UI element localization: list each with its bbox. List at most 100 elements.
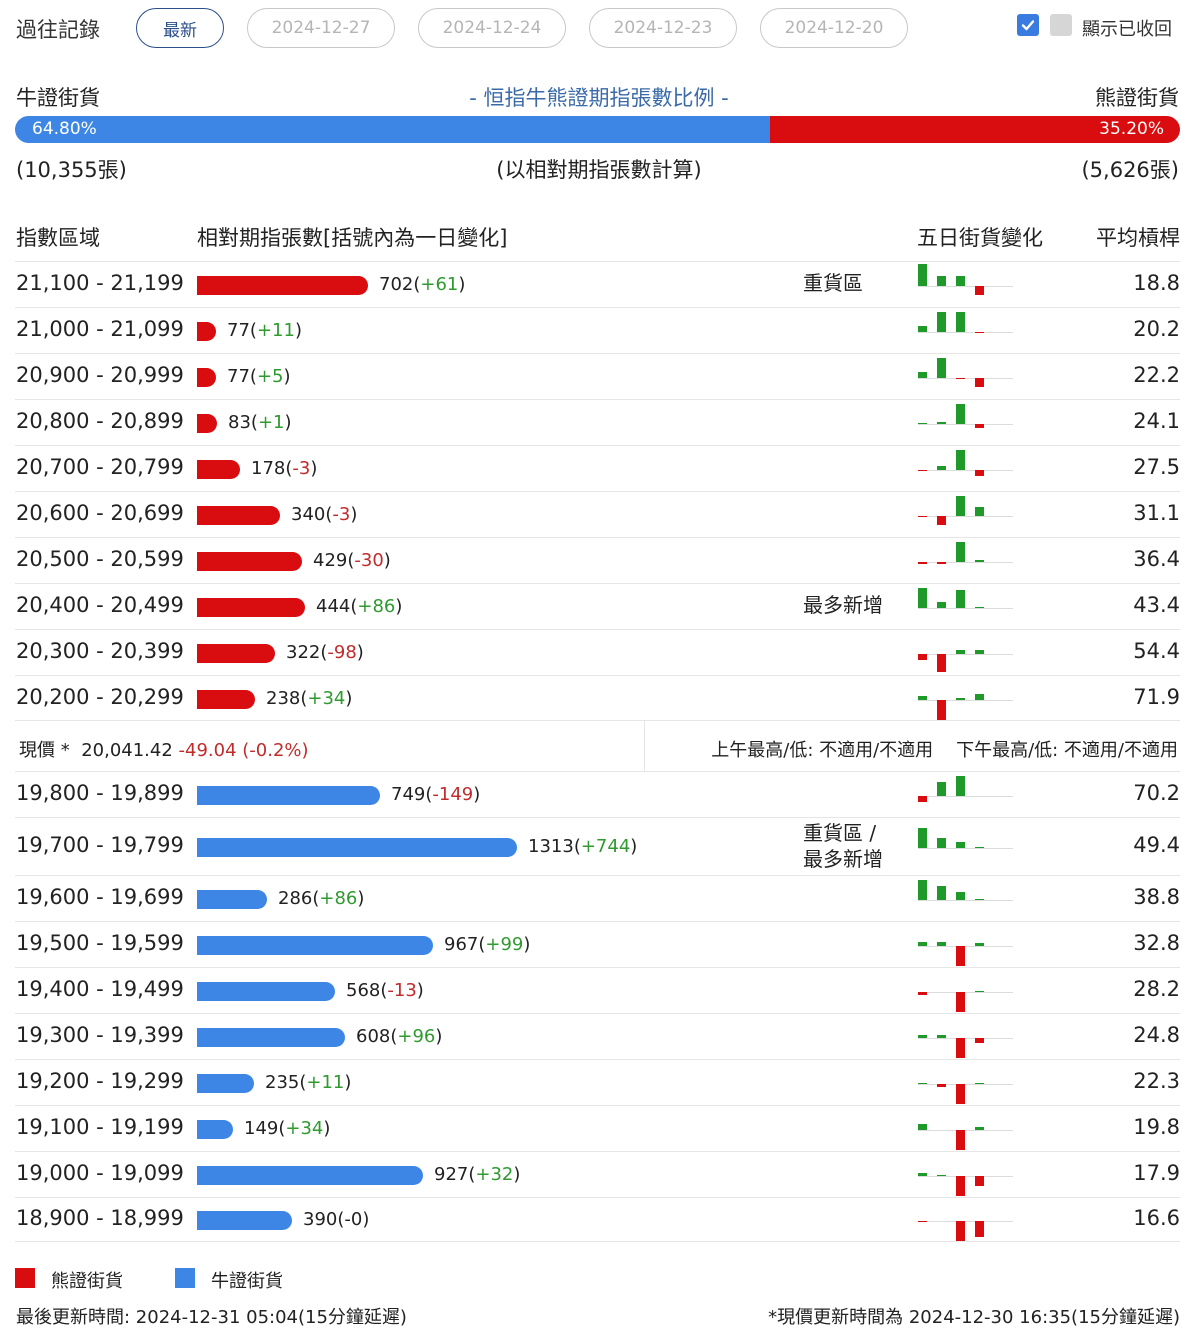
five-day-bar [918,588,927,608]
am-high-low: 上午最高/低: 不適用/不適用 [711,740,934,761]
bull-contracts-bar [197,1028,345,1047]
col-five-day: 五日街貨變化 [917,226,1043,250]
five-day-chart [918,876,1013,922]
table-end-line [15,1241,1180,1242]
five-day-bar [975,507,984,516]
current-price: 現價 * 20,041.42 -49.04 (-0.2%) [19,736,309,762]
five-day-bar [975,1221,984,1237]
contracts-change: -13 [387,980,417,1001]
contracts-change: +86 [319,888,358,909]
five-day-bar [975,1038,984,1043]
contracts-count: 1313 [528,836,574,857]
five-day-bar [956,542,965,562]
table-row: 19,000 - 19,099 927(+32) 17.9 [15,1151,1180,1198]
avg-leverage: 19.8 [1133,1115,1180,1139]
contracts-count: 390 [303,1209,338,1230]
five-day-bar [956,1221,965,1241]
tab-2024-12-23[interactable]: 2024-12-23 [589,8,737,48]
bear-contracts-bar [197,414,217,433]
bull-contracts-bar [197,936,433,955]
range-label: 20,700 - 20,799 [16,455,184,479]
contracts-change: +11 [256,320,295,341]
five-day-bar [937,1175,946,1176]
five-day-bar [918,696,927,700]
contracts-value: 608(+96) [356,1026,443,1047]
avg-leverage: 22.3 [1133,1069,1180,1093]
contracts-change: +5 [256,366,284,387]
show-recovered-checkbox[interactable] [1050,14,1072,36]
table-row: 20,900 - 20,999 77(+5) 22.2 [15,353,1180,400]
price-update: *現價更新時間為 2024-12-30 16:35(15分鐘延遲) [768,1307,1180,1328]
five-day-bar [956,450,965,470]
col-range: 指數區域 [16,226,100,250]
history-title: 過往記錄 [16,18,100,42]
five-day-bar [975,650,984,654]
table-row: 20,800 - 20,899 83(+1) 24.1 [15,399,1180,446]
table-row: 20,600 - 20,699 340(-3) 31.1 [15,491,1180,538]
bull-count: (10,355張) [16,158,127,182]
contracts-value: 235(+11) [265,1072,352,1093]
table-row: 19,500 - 19,599 967(+99) 32.8 [15,921,1180,968]
ratio-bull-segment: 64.80% [15,116,770,143]
col-contracts: 相對期指張數[括號內為一日變化] [197,226,508,250]
contracts-change: +1 [257,412,285,433]
five-day-bar [918,326,927,332]
five-day-bar [956,698,965,700]
five-day-chart [918,584,1013,630]
row-tag: 重貨區 / 最多新增 [803,821,883,871]
avg-leverage: 43.4 [1133,593,1180,617]
range-label: 20,900 - 20,999 [16,363,184,387]
avg-leverage: 20.2 [1133,317,1180,341]
table-row: 18,900 - 18,999 390(-0) 16.6 [15,1197,1180,1242]
contracts-value: 444(+86) [316,596,403,617]
contracts-count: 444 [316,596,351,617]
five-day-baseline [918,700,1013,701]
contracts-value: 77(+5) [227,366,291,387]
five-day-bar [975,607,984,608]
range-label: 19,500 - 19,599 [16,931,184,955]
five-day-baseline [918,946,1013,947]
contracts-count: 178 [251,458,286,479]
tab-latest[interactable]: 最新 [136,8,224,48]
check-icon [1021,20,1035,31]
five-day-bar [918,423,927,424]
price-divider [644,721,645,771]
five-day-bar [937,838,946,848]
five-day-chart [918,968,1013,1014]
five-day-bar [956,776,965,796]
five-day-bar [956,404,965,424]
contracts-value: 429(-30) [313,550,391,571]
bull-contracts-bar [197,786,380,805]
five-day-bar [937,1035,946,1038]
avg-leverage: 24.1 [1133,409,1180,433]
five-day-chart [918,818,1013,876]
five-day-baseline [918,848,1013,849]
contracts-count: 340 [291,504,326,525]
five-day-bar [918,372,927,378]
price-value: 20,041.42 [81,740,173,761]
checkbox-checked[interactable] [1017,14,1039,36]
five-day-bar [956,1038,965,1058]
contracts-count: 967 [444,934,479,955]
tab-2024-12-20[interactable]: 2024-12-20 [760,8,908,48]
five-day-baseline [918,378,1013,379]
avg-leverage: 24.8 [1133,1023,1180,1047]
contracts-change: -0 [344,1209,363,1230]
bear-label: 熊證街貨 [1095,86,1179,110]
contracts-change: +61 [420,274,459,295]
five-day-bar [956,892,965,900]
tab-2024-12-27[interactable]: 2024-12-27 [247,8,395,48]
five-day-bar [975,286,984,295]
contracts-change: -30 [354,550,384,571]
contracts-count: 429 [313,550,348,571]
table-row: 20,300 - 20,399 322(-98) 54.4 [15,629,1180,676]
five-day-chart [918,676,1013,722]
five-day-baseline [918,900,1013,901]
five-day-bar [975,560,984,562]
avg-leverage: 54.4 [1133,639,1180,663]
ratio-title: - 恒指牛熊證期指張數比例 - [469,86,729,110]
five-day-bar [937,466,946,470]
tab-2024-12-24[interactable]: 2024-12-24 [418,8,566,48]
five-day-bar [956,1130,965,1150]
contracts-value: 749(-149) [391,784,481,805]
